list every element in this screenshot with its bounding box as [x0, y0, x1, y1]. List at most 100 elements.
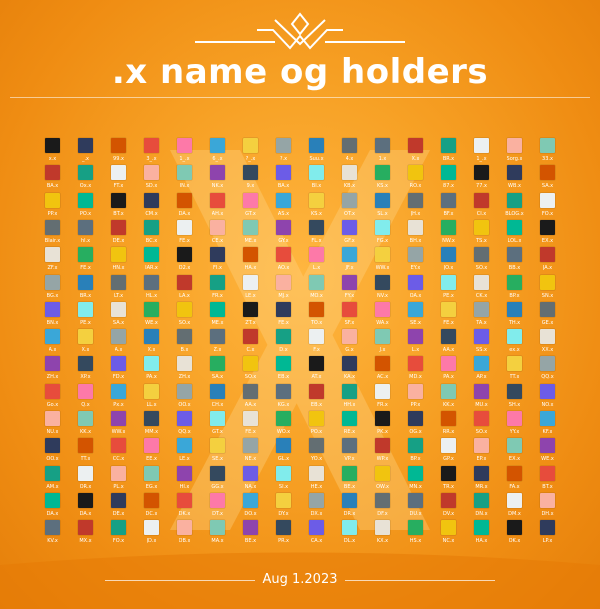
holder-avatar — [144, 411, 159, 426]
holder-name: FR.x — [377, 401, 388, 408]
holder-avatar — [45, 411, 60, 426]
holder-avatar — [507, 138, 522, 153]
holder-name: EB.x — [310, 401, 323, 408]
crown-ornament-icon — [195, 12, 405, 50]
holder-name: 77.x — [476, 183, 487, 190]
holder-avatar — [111, 520, 126, 536]
holder-name: GL.x — [277, 456, 290, 463]
holder-avatar — [441, 411, 456, 426]
holder-name: DH.x — [541, 510, 554, 517]
holder-avatar — [210, 383, 225, 399]
holder-name: SF.x — [344, 319, 355, 326]
holder-cell: TH.x — [498, 301, 531, 336]
holder-cell: NE.x — [234, 438, 267, 472]
holder-name: X.x — [411, 156, 420, 162]
holder-name: AA.x — [244, 401, 257, 408]
holder-avatar — [78, 329, 93, 345]
holder-avatar — [276, 383, 291, 399]
holder-avatar — [342, 247, 357, 263]
holder-avatar — [342, 165, 357, 181]
holder-cell: JF.x — [333, 247, 366, 281]
holder-name: LP.x — [542, 538, 553, 545]
holder-avatar — [474, 247, 489, 263]
holder-cell: Suu.x — [300, 138, 333, 172]
holder-name: CI.x — [476, 210, 487, 217]
holder-name: JD.x — [146, 538, 157, 545]
holder-cell: SL.x — [366, 192, 399, 227]
holder-name: TR.x — [443, 483, 454, 490]
holder-name: ZT.x — [245, 319, 256, 326]
holder-name: Sorg.x — [506, 156, 523, 162]
holder-avatar — [309, 356, 324, 372]
holder-name: EG.x — [145, 483, 158, 490]
holder-name: SN.x — [541, 292, 554, 299]
holder-cell: EB.x — [267, 356, 300, 390]
holder-avatar — [342, 438, 357, 454]
holder-name: 3_.x — [146, 156, 157, 162]
x-logo-watermark — [170, 150, 430, 530]
holder-name: FE.x — [80, 265, 91, 272]
holder-cell: HS.x — [399, 520, 432, 554]
holder-avatar — [474, 329, 489, 345]
holder-name: MA.x — [211, 538, 224, 545]
holder-cell: QQ.x — [531, 356, 564, 390]
holder-cell: 4.x — [333, 138, 366, 172]
holder-cell: 99.x — [102, 138, 135, 172]
holder-name: OW.x — [376, 483, 389, 490]
holder-avatar — [309, 301, 324, 317]
holder-cell: XX.x — [531, 329, 564, 363]
holder-avatar — [540, 138, 555, 153]
holder-cell: Go.x — [36, 383, 69, 418]
holder-avatar — [309, 138, 324, 153]
holder-cell: DE.x — [102, 219, 135, 254]
holder-cell: GG.x — [201, 465, 234, 500]
holder-avatar — [210, 192, 225, 208]
holder-cell: FE.x — [234, 411, 267, 445]
holder-cell: EX.x — [531, 219, 564, 254]
holder-cell: AC.x — [366, 356, 399, 390]
holder-avatar — [408, 438, 423, 454]
holder-avatar — [45, 329, 60, 345]
holder-name: BE.x — [343, 483, 356, 490]
holder-name: YY.x — [509, 429, 520, 435]
holder-avatar — [243, 438, 258, 454]
holder-avatar — [210, 138, 225, 153]
holder-name: TT.x — [509, 374, 520, 381]
holder-cell: PR.x — [267, 520, 300, 554]
holder-name: 87.x — [443, 183, 454, 190]
holder-cell: LE.x — [234, 274, 267, 309]
holder-name: _.x — [81, 156, 90, 162]
holder-name: NC.x — [442, 538, 455, 545]
holder-avatar — [243, 329, 258, 345]
holder-cell: L.x — [399, 329, 432, 363]
holder-avatar — [375, 356, 390, 372]
holder-name: AA.x — [442, 347, 455, 354]
holder-avatar — [375, 274, 390, 290]
holder-avatar — [210, 165, 225, 181]
holder-name: MN.x — [409, 483, 422, 490]
holder-name: Ox.x — [79, 183, 92, 190]
holder-cell: KF.x — [531, 411, 564, 445]
holder-cell: CH.x — [201, 383, 234, 418]
holder-cell: FR.x — [366, 383, 399, 418]
holder-avatar — [441, 465, 456, 481]
holder-avatar — [408, 329, 423, 345]
page-title: .x name og holders — [111, 52, 489, 92]
holder-avatar — [474, 219, 489, 235]
holder-cell: KK.x — [432, 383, 465, 418]
holder-name: GT.x — [212, 429, 223, 435]
holder-name: KX.x — [376, 538, 389, 545]
holder-name: HL.x — [145, 292, 158, 299]
holder-name: KS.x — [376, 183, 388, 190]
holder-avatar — [111, 138, 126, 153]
holder-cell: FD.x — [102, 356, 135, 390]
holder-cell: IN.x — [168, 165, 201, 199]
holder-avatar — [144, 247, 159, 263]
holder-cell: WW.x — [102, 411, 135, 445]
holder-avatar — [210, 274, 225, 290]
holder-name: FE.x — [278, 319, 289, 326]
holder-cell: DN.x — [465, 492, 498, 527]
holder-name: CC.x — [112, 456, 125, 463]
holder-cell: MA.x — [201, 520, 234, 554]
holder-cell: SF.x — [333, 301, 366, 336]
